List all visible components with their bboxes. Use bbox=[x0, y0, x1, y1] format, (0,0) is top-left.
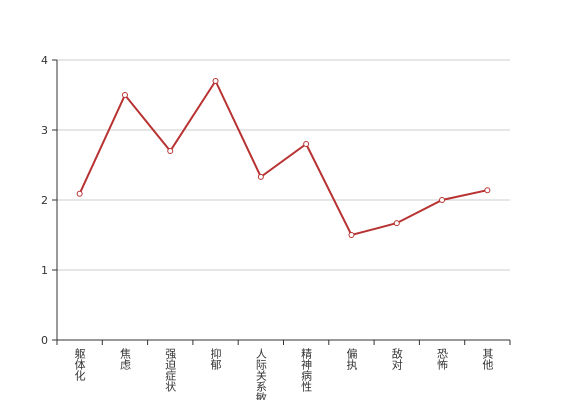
x-tick-label: 抑郁 bbox=[209, 347, 222, 370]
y-tick-label: 2 bbox=[41, 194, 48, 207]
point bbox=[76, 190, 83, 197]
x-tick-label: 精神病性 bbox=[300, 348, 313, 393]
x-tick-label: 其他 bbox=[481, 348, 494, 370]
x-tick-label: 强迫症状 bbox=[164, 348, 177, 392]
x-tick-label: 恐怖 bbox=[436, 348, 449, 370]
point bbox=[439, 197, 446, 203]
y-tick-label: 1 bbox=[41, 264, 48, 277]
point bbox=[348, 232, 355, 238]
line bbox=[78, 78, 488, 237]
y-tick-label: 4 bbox=[41, 54, 48, 67]
point bbox=[212, 78, 219, 84]
x-tick-label: 焦虑 bbox=[118, 348, 131, 370]
x-tick-label: 躯体化 bbox=[73, 348, 86, 382]
point bbox=[167, 148, 174, 154]
point bbox=[121, 92, 128, 98]
y-tick-label: 3 bbox=[41, 124, 48, 137]
x-tick-label: 偏执 bbox=[345, 347, 358, 371]
x-tick-label: 人际关系敏感 bbox=[254, 348, 267, 400]
point bbox=[393, 220, 400, 227]
y-tick-label: 0 bbox=[41, 334, 48, 347]
point bbox=[303, 141, 310, 147]
x-tick-label: 敌对 bbox=[390, 347, 403, 370]
point bbox=[257, 173, 264, 180]
point bbox=[484, 187, 491, 194]
